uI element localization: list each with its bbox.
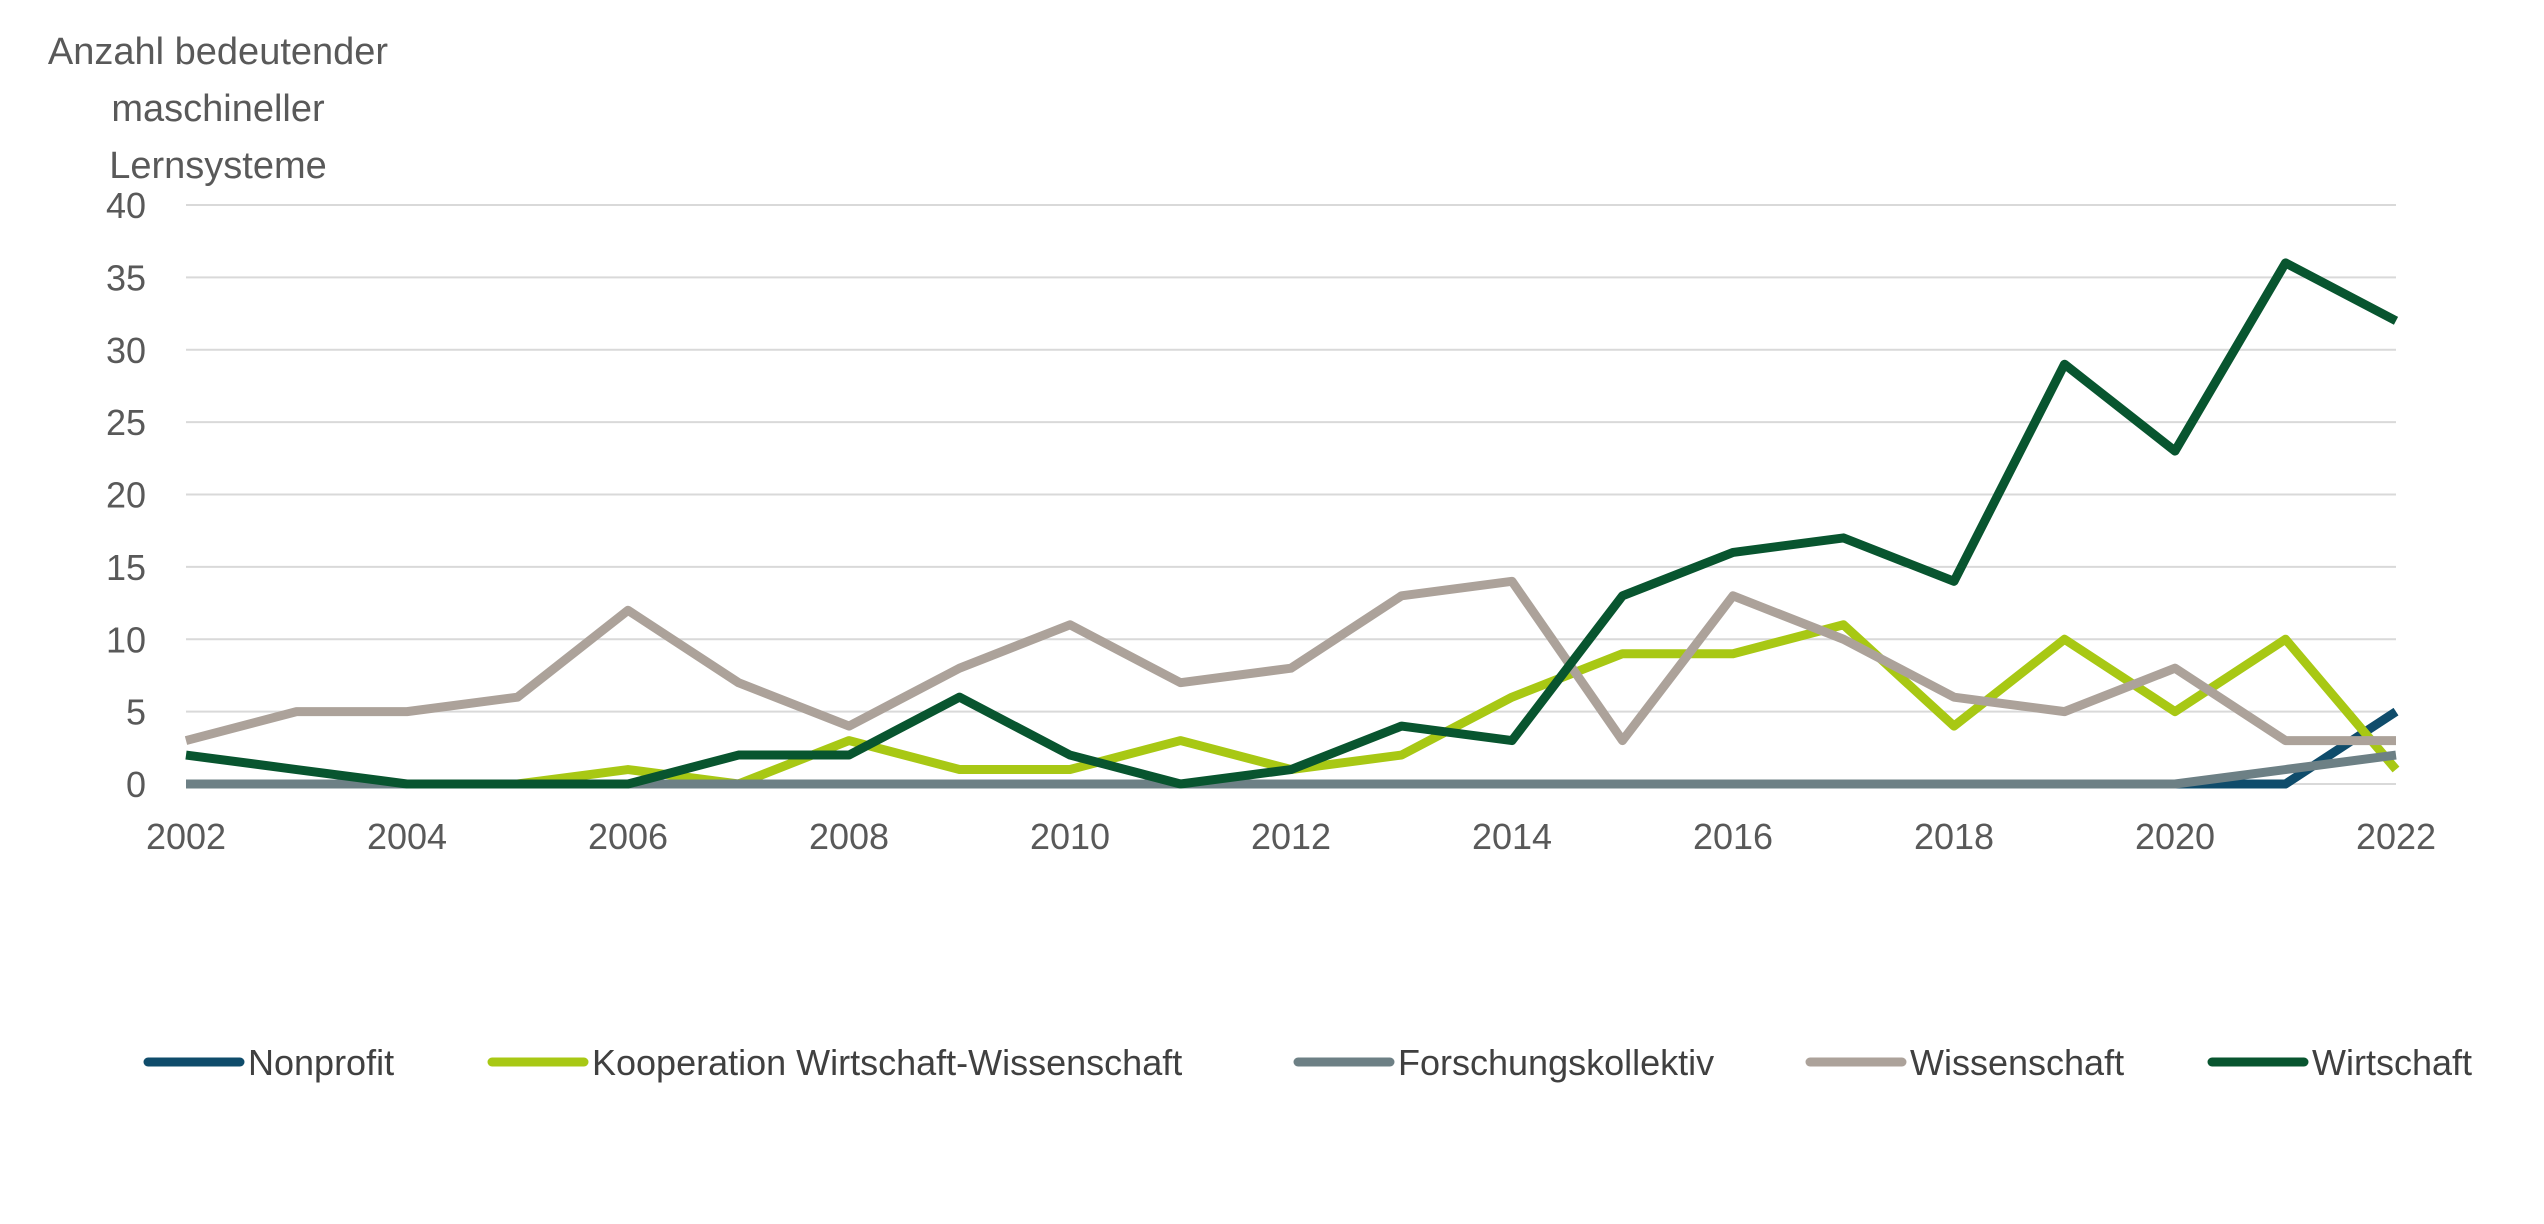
x-tick-label: 2008 — [809, 816, 889, 857]
series-lines — [184, 258, 2400, 789]
x-tick-label: 2020 — [2135, 816, 2215, 857]
gridlines — [186, 204, 2396, 785]
x-tick-label: 2022 — [2356, 816, 2436, 857]
legend: Nonprofit Kooperation Wirtschaft-Wissensc… — [143, 1042, 2472, 1083]
y-axis-title-line-3: Lernsysteme — [109, 145, 327, 187]
x-tick-label: 2016 — [1693, 816, 1773, 857]
y-axis-title: Anzahl bedeutender maschineller Lernsyst… — [48, 31, 389, 187]
x-tick-label: 2002 — [146, 816, 226, 857]
y-tick-labels: 0 5 10 15 20 25 30 35 40 — [106, 185, 146, 805]
x-tick-labels: 2002 2004 2006 2008 2010 2012 2014 2016 2018 2020… — [146, 816, 2436, 857]
x-tick-label: 2012 — [1251, 816, 1331, 857]
y-axis-title-line-1: Anzahl bedeutender — [48, 31, 389, 73]
series-line-wissenschaft — [184, 576, 2396, 746]
x-tick-label: 2014 — [1472, 816, 1552, 857]
y-tick-label: 30 — [106, 330, 146, 371]
y-axis-title-line-2: maschineller — [111, 88, 325, 130]
x-tick-label: 2004 — [367, 816, 447, 857]
legend-label: Kooperation Wirtschaft-Wissenschaft — [592, 1042, 1182, 1083]
y-tick-label: 0 — [126, 764, 146, 805]
y-tick-label: 25 — [106, 402, 146, 443]
y-tick-label: 10 — [106, 619, 146, 660]
y-tick-label: 20 — [106, 475, 146, 516]
y-tick-label: 15 — [106, 547, 146, 588]
legend-label: Nonprofit — [248, 1042, 394, 1083]
y-tick-label: 5 — [126, 692, 146, 733]
y-tick-label: 40 — [106, 185, 146, 226]
x-tick-label: 2006 — [588, 816, 668, 857]
x-tick-label: 2010 — [1030, 816, 1110, 857]
legend-label: Wirtschaft — [2312, 1042, 2472, 1083]
series-line-wirtschaft — [185, 258, 2399, 789]
legend-label: Wissenschaft — [1910, 1042, 2124, 1083]
y-tick-label: 35 — [106, 257, 146, 298]
series-line-kooperation-wirtschaft-wissenschaft — [186, 620, 2400, 789]
legend-label: Forschungskollektiv — [1398, 1042, 1714, 1083]
x-tick-label: 2018 — [1914, 816, 1994, 857]
